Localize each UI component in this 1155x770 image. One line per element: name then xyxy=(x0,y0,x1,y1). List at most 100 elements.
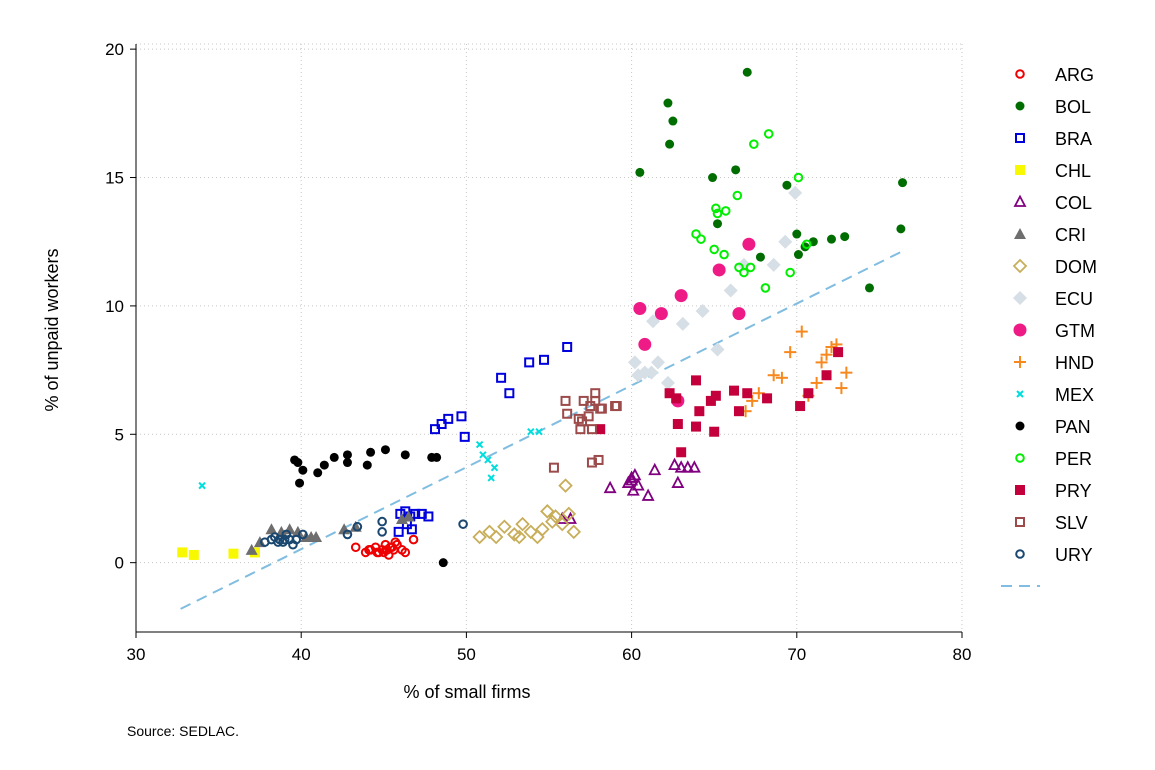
data-point xyxy=(293,458,303,468)
legend-item-slv: SLV xyxy=(1015,513,1088,533)
data-point xyxy=(709,244,720,255)
data-point xyxy=(342,529,353,540)
data-point xyxy=(719,249,729,260)
data-point xyxy=(675,316,690,331)
data-point xyxy=(710,342,725,357)
data-point xyxy=(681,460,695,473)
data-point xyxy=(782,180,792,190)
data-points xyxy=(177,67,908,568)
legend-label: BRA xyxy=(1055,129,1092,149)
data-point xyxy=(352,521,363,532)
data-point xyxy=(835,382,848,395)
data-point xyxy=(778,234,793,249)
series-hnd xyxy=(739,325,853,418)
data-point xyxy=(810,376,823,389)
legend-item-per: PER xyxy=(1015,449,1092,469)
legend-label: CRI xyxy=(1055,225,1086,245)
legend-marker xyxy=(1015,165,1025,175)
data-point xyxy=(511,529,527,545)
data-point xyxy=(723,283,738,298)
data-point xyxy=(671,475,685,488)
x-tick-label: 60 xyxy=(622,645,641,664)
data-point xyxy=(674,460,688,473)
x-tick-label: 30 xyxy=(127,645,146,664)
data-point xyxy=(198,481,206,490)
data-point xyxy=(821,370,832,381)
data-point xyxy=(482,524,497,540)
data-point xyxy=(393,526,404,537)
legend-label: PRY xyxy=(1055,481,1092,501)
data-point xyxy=(583,411,594,422)
data-point xyxy=(459,431,470,442)
data-point xyxy=(245,543,258,555)
data-point xyxy=(313,468,323,478)
y-tick-label: 20 xyxy=(105,40,124,59)
series-slv xyxy=(548,388,622,473)
legend-label: PER xyxy=(1055,449,1092,469)
data-point xyxy=(342,458,352,468)
legend-item-ecu: ECU xyxy=(1013,289,1093,309)
legend-item-bra: BRA xyxy=(1015,129,1092,149)
data-point xyxy=(456,411,467,422)
data-point xyxy=(390,537,401,547)
data-point xyxy=(687,460,701,473)
data-point xyxy=(562,408,573,419)
data-point xyxy=(380,445,390,455)
y-tick-label: 10 xyxy=(105,297,124,316)
data-point xyxy=(578,395,589,406)
data-point xyxy=(548,509,563,524)
data-point xyxy=(695,304,710,319)
data-point xyxy=(745,262,756,273)
data-point xyxy=(540,504,555,519)
data-point xyxy=(731,165,741,175)
data-point xyxy=(475,440,484,449)
data-point xyxy=(668,116,678,126)
data-point xyxy=(665,139,675,149)
data-point xyxy=(593,454,604,465)
series-bol xyxy=(635,67,908,293)
x-ticks: 30 40 50 60 70 80 xyxy=(127,632,971,664)
data-point xyxy=(742,67,752,77)
data-point xyxy=(729,385,740,396)
y-tick-label: 0 xyxy=(115,554,124,573)
data-point xyxy=(840,366,853,379)
data-point xyxy=(671,393,682,404)
data-point xyxy=(586,424,597,435)
legend: ARG BOL BRA CHL COL CRI DOM ECU GTM HND MEX PAN PER P… xyxy=(1001,65,1097,587)
data-point xyxy=(788,185,803,200)
data-point xyxy=(596,403,607,414)
data-point xyxy=(595,424,606,435)
legend-item-ury: URY xyxy=(1015,545,1093,565)
data-point xyxy=(626,483,640,496)
data-point xyxy=(651,355,666,370)
axes xyxy=(135,44,962,633)
y-ticks: 0 5 10 15 20 xyxy=(105,40,136,573)
legend-label: DOM xyxy=(1055,257,1097,277)
data-point xyxy=(377,527,387,537)
legend-item-arg: ARG xyxy=(1015,65,1094,85)
data-point xyxy=(705,395,716,406)
data-point xyxy=(709,426,720,437)
data-point xyxy=(742,237,756,251)
legend-marker xyxy=(1015,485,1025,495)
legend-label: URY xyxy=(1055,545,1093,565)
data-point xyxy=(566,524,582,540)
legend-label: SLV xyxy=(1055,513,1088,533)
data-point xyxy=(898,178,908,188)
data-point xyxy=(663,98,673,108)
data-point xyxy=(561,506,577,522)
data-point xyxy=(793,172,804,183)
data-point xyxy=(801,239,812,250)
data-point xyxy=(711,203,721,214)
data-point xyxy=(575,424,586,435)
legend-marker xyxy=(1015,421,1025,431)
data-point xyxy=(562,341,573,352)
data-point xyxy=(423,511,434,522)
data-point xyxy=(826,234,836,244)
data-point xyxy=(691,375,702,386)
legend-marker xyxy=(1016,390,1024,398)
x-tick-label: 70 xyxy=(787,645,806,664)
data-point xyxy=(610,401,621,412)
data-point xyxy=(436,419,447,430)
data-point xyxy=(691,229,701,239)
